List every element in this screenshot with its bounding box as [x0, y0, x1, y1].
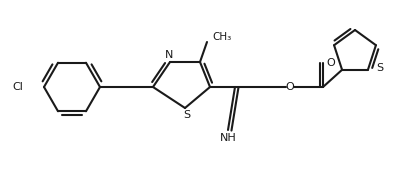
Text: CH₃: CH₃	[212, 32, 231, 42]
Text: O: O	[286, 82, 294, 92]
Text: NH: NH	[220, 133, 236, 143]
Text: Cl: Cl	[13, 82, 23, 92]
Text: S: S	[183, 110, 191, 120]
Text: S: S	[376, 63, 383, 73]
Text: O: O	[327, 58, 335, 68]
Text: N: N	[165, 50, 173, 60]
